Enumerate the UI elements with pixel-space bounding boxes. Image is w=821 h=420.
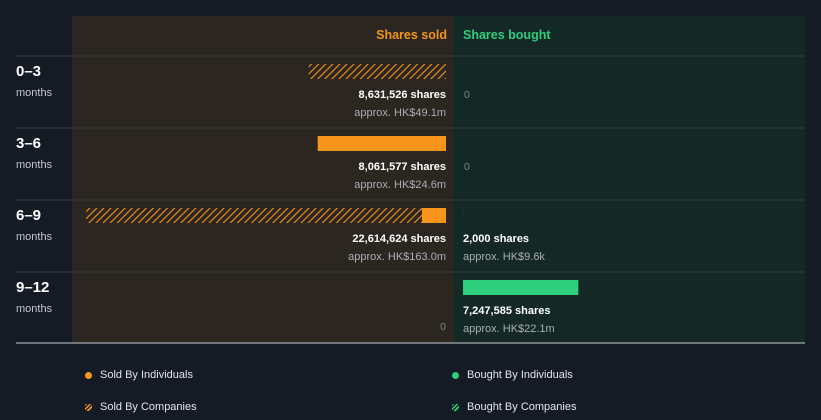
period-label: 6–9 <box>16 207 41 224</box>
sold-approx-label: approx. HK$24.6m <box>354 179 446 191</box>
legend-sold-individuals: Sold By Individuals <box>85 369 193 381</box>
period-label: 9–12 <box>16 279 49 296</box>
legend-swatch-solid-green <box>452 371 459 379</box>
bought-shares-label: 7,247,585 shares <box>463 305 550 317</box>
bar-sold-individuals <box>421 208 446 223</box>
header-shares-sold: Shares sold <box>376 28 447 42</box>
legend-bought-individuals: Bought By Individuals <box>452 369 573 381</box>
bar-bought-individuals <box>463 280 579 295</box>
legend-swatch-hatched-green <box>452 403 459 411</box>
legend-sold-companies: Sold By Companies <box>85 401 197 413</box>
period-unit: months <box>16 231 53 243</box>
period-label: 3–6 <box>16 135 41 152</box>
chart-rows: 0–3 months 8,631,526 shares approx. HK$49.1… <box>16 55 805 344</box>
period-unit: months <box>16 87 53 99</box>
bar-sold-companies <box>86 208 422 223</box>
legend-label: Bought By Companies <box>467 401 577 413</box>
sold-approx-label: approx. HK$163.0m <box>348 251 446 263</box>
legend-swatch-hatched-orange <box>85 403 92 411</box>
bar-sold-individuals <box>317 136 446 151</box>
header-shares-bought: Shares bought <box>463 28 551 42</box>
legend-bought-companies: Bought By Companies <box>452 401 576 413</box>
legend-swatch-solid-orange <box>85 371 92 379</box>
bought-shares-label: 2,000 shares <box>463 233 529 245</box>
sold-shares-label: 8,061,577 shares <box>359 161 446 173</box>
sold-zero-label: 0 <box>440 321 446 333</box>
bought-zero-label: 0 <box>464 161 470 173</box>
bought-approx-label: approx. HK$9.6k <box>463 251 545 263</box>
bought-zero-label: 0 <box>464 89 470 101</box>
sold-shares-label: 8,631,526 shares <box>359 89 446 101</box>
sold-shares-label: 22,614,624 shares <box>352 233 446 245</box>
period-label: 0–3 <box>16 63 41 80</box>
sold-approx-label: approx. HK$49.1m <box>354 107 446 119</box>
legend-label: Sold By Individuals <box>100 369 193 381</box>
bought-approx-label: approx. HK$22.1m <box>463 323 555 335</box>
legend-label: Bought By Individuals <box>467 369 573 381</box>
legend-label: Sold By Companies <box>100 401 197 413</box>
period-unit: months <box>16 159 53 171</box>
bar-sold-companies <box>308 64 446 79</box>
period-unit: months <box>16 303 53 315</box>
